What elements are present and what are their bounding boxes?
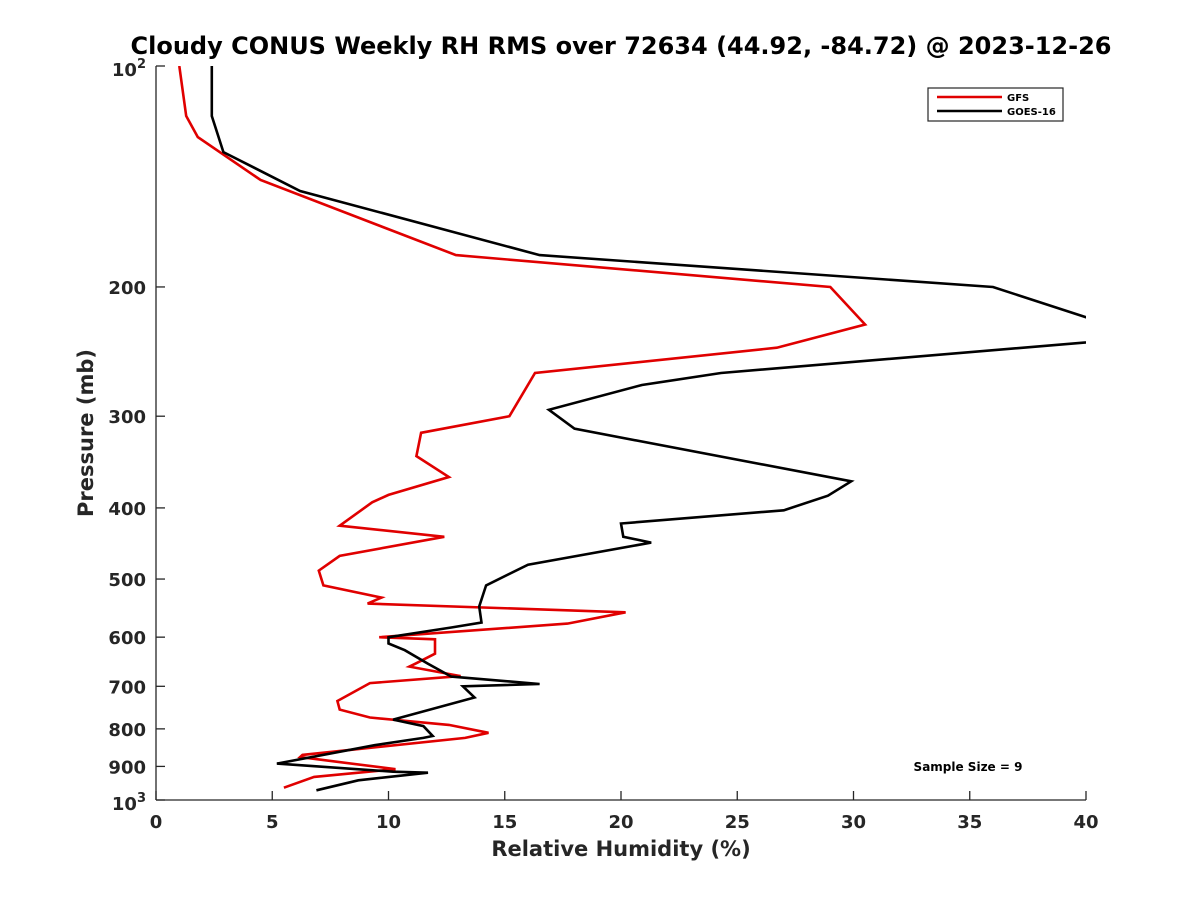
- x-tick-label: 5: [266, 812, 279, 833]
- y-tick-label: 300: [108, 407, 146, 428]
- y-tick-label: 700: [108, 677, 146, 698]
- x-tick-label: 15: [492, 812, 517, 833]
- y-tick-label: 900: [108, 757, 146, 778]
- y-tick-label: 200: [108, 278, 146, 299]
- x-tick-label: 10: [376, 812, 401, 833]
- legend: GFS GOES-16: [927, 87, 1064, 122]
- y-axis-label: Pressure (mb): [74, 349, 98, 517]
- x-tick-label: 40: [1073, 812, 1098, 833]
- sample-size-annotation: Sample Size = 9: [914, 760, 1023, 774]
- y-tick-label: 400: [108, 499, 146, 520]
- y-tick-base: 10: [112, 60, 137, 81]
- y-tick-label: 103: [112, 791, 146, 815]
- x-tick-label: 35: [957, 812, 982, 833]
- y-tick-exponent: 3: [137, 791, 146, 806]
- y-tick-label: 500: [108, 570, 146, 591]
- series-line-gfs: [178, 66, 868, 789]
- y-tick-base: 10: [112, 794, 137, 815]
- plot-area: [156, 66, 1086, 800]
- y-tick-label: 102: [112, 57, 146, 81]
- legend-label-gfs: GFS: [1007, 93, 1029, 104]
- y-tick-label: 800: [108, 720, 146, 741]
- series-line-goes-16: [210, 66, 1086, 792]
- y-tick-exponent: 2: [137, 57, 146, 72]
- x-tick-label: 20: [608, 812, 633, 833]
- legend-box: [927, 87, 1064, 122]
- x-tick-label: 0: [150, 812, 163, 833]
- x-tick-label: 25: [725, 812, 750, 833]
- y-tick-label: 600: [108, 628, 146, 649]
- x-tick-label: 30: [841, 812, 866, 833]
- x-axis-label: Relative Humidity (%): [491, 837, 750, 861]
- legend-label-goes-16: GOES-16: [1007, 107, 1056, 118]
- x-ticks: 0 5 10 15 20 25 30 35 40: [150, 791, 1099, 833]
- chart-title: Cloudy CONUS Weekly RH RMS over 72634 (4…: [131, 32, 1112, 60]
- series-layer: [178, 66, 1086, 792]
